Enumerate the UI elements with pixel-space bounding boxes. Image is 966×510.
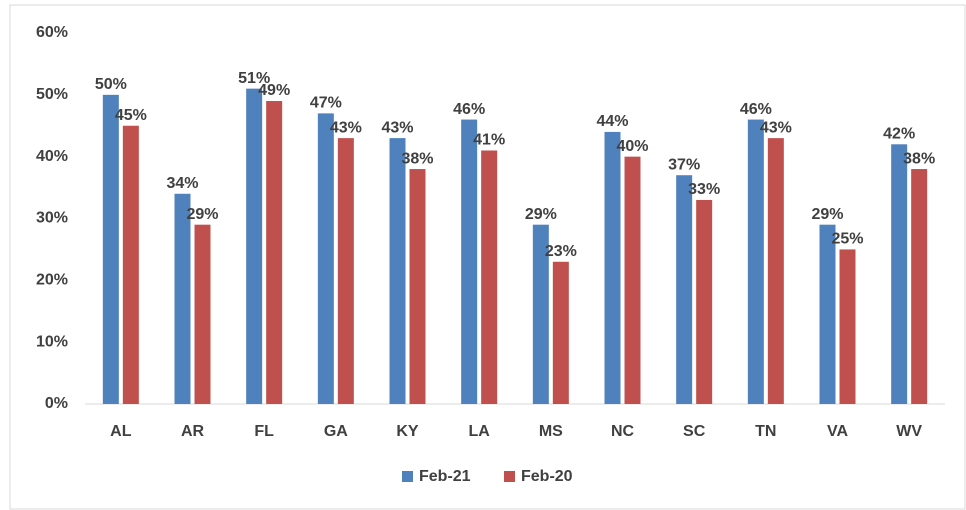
bar (839, 249, 856, 404)
x-tick-label: NC (611, 423, 635, 440)
bar (246, 88, 263, 405)
y-tick-label: 30% (36, 210, 68, 227)
x-tick-label: VA (827, 423, 848, 440)
bar (767, 138, 784, 404)
data-label: 38% (903, 150, 935, 167)
bar (337, 138, 354, 404)
x-tick-label: KY (396, 423, 419, 440)
x-tick-label: FL (254, 423, 274, 440)
legend-label: Feb-20 (521, 468, 573, 485)
bar (122, 125, 139, 404)
bar (481, 150, 498, 404)
bar (389, 138, 406, 404)
data-label: 46% (740, 101, 772, 118)
bar (911, 169, 928, 404)
y-tick-label: 40% (36, 148, 68, 165)
x-tick-label: LA (469, 423, 491, 440)
data-label: 23% (545, 243, 577, 260)
bar (194, 224, 211, 404)
legend-swatch (504, 471, 515, 482)
bar (266, 101, 283, 405)
bar (409, 169, 426, 404)
data-label: 29% (525, 206, 557, 223)
bar (174, 193, 191, 404)
data-label: 34% (166, 175, 198, 192)
bar (624, 156, 641, 404)
bar (532, 224, 549, 404)
data-label: 44% (596, 113, 628, 130)
y-tick-label: 20% (36, 272, 68, 289)
bar (819, 224, 836, 404)
bar (696, 199, 713, 404)
data-label: 38% (401, 150, 433, 167)
bar (317, 113, 334, 404)
data-label: 40% (616, 138, 648, 155)
bar (676, 175, 693, 404)
data-label: 43% (330, 119, 362, 136)
data-label: 29% (811, 206, 843, 223)
data-label: 43% (760, 119, 792, 136)
bar (102, 94, 119, 404)
data-label: 50% (95, 76, 127, 93)
data-label: 37% (668, 156, 700, 173)
bar (461, 119, 478, 405)
bar (552, 261, 569, 404)
data-label: 43% (381, 119, 413, 136)
legend-label: Feb-21 (419, 468, 471, 485)
y-tick-label: 60% (36, 24, 68, 41)
x-tick-label: GA (324, 423, 348, 440)
x-tick-label: AL (110, 423, 132, 440)
bar (747, 119, 764, 405)
x-tick-label: TN (755, 423, 776, 440)
data-label: 51% (238, 70, 270, 87)
data-label: 29% (186, 206, 218, 223)
data-label: 25% (831, 231, 863, 248)
x-tick-label: AR (181, 423, 205, 440)
x-tick-label: MS (539, 423, 563, 440)
y-tick-label: 10% (36, 333, 68, 350)
y-tick-label: 0% (45, 395, 68, 412)
x-tick-label: SC (683, 423, 706, 440)
data-label: 46% (453, 101, 485, 118)
bar (891, 144, 908, 405)
data-label: 41% (473, 132, 505, 149)
data-label: 49% (258, 82, 290, 99)
y-tick-label: 50% (36, 86, 68, 103)
data-label: 33% (688, 181, 720, 198)
data-label: 47% (310, 95, 342, 112)
x-tick-label: WV (896, 423, 922, 440)
data-label: 42% (883, 126, 915, 143)
data-label: 45% (115, 107, 147, 124)
bar (604, 131, 621, 404)
legend-swatch (402, 471, 413, 482)
